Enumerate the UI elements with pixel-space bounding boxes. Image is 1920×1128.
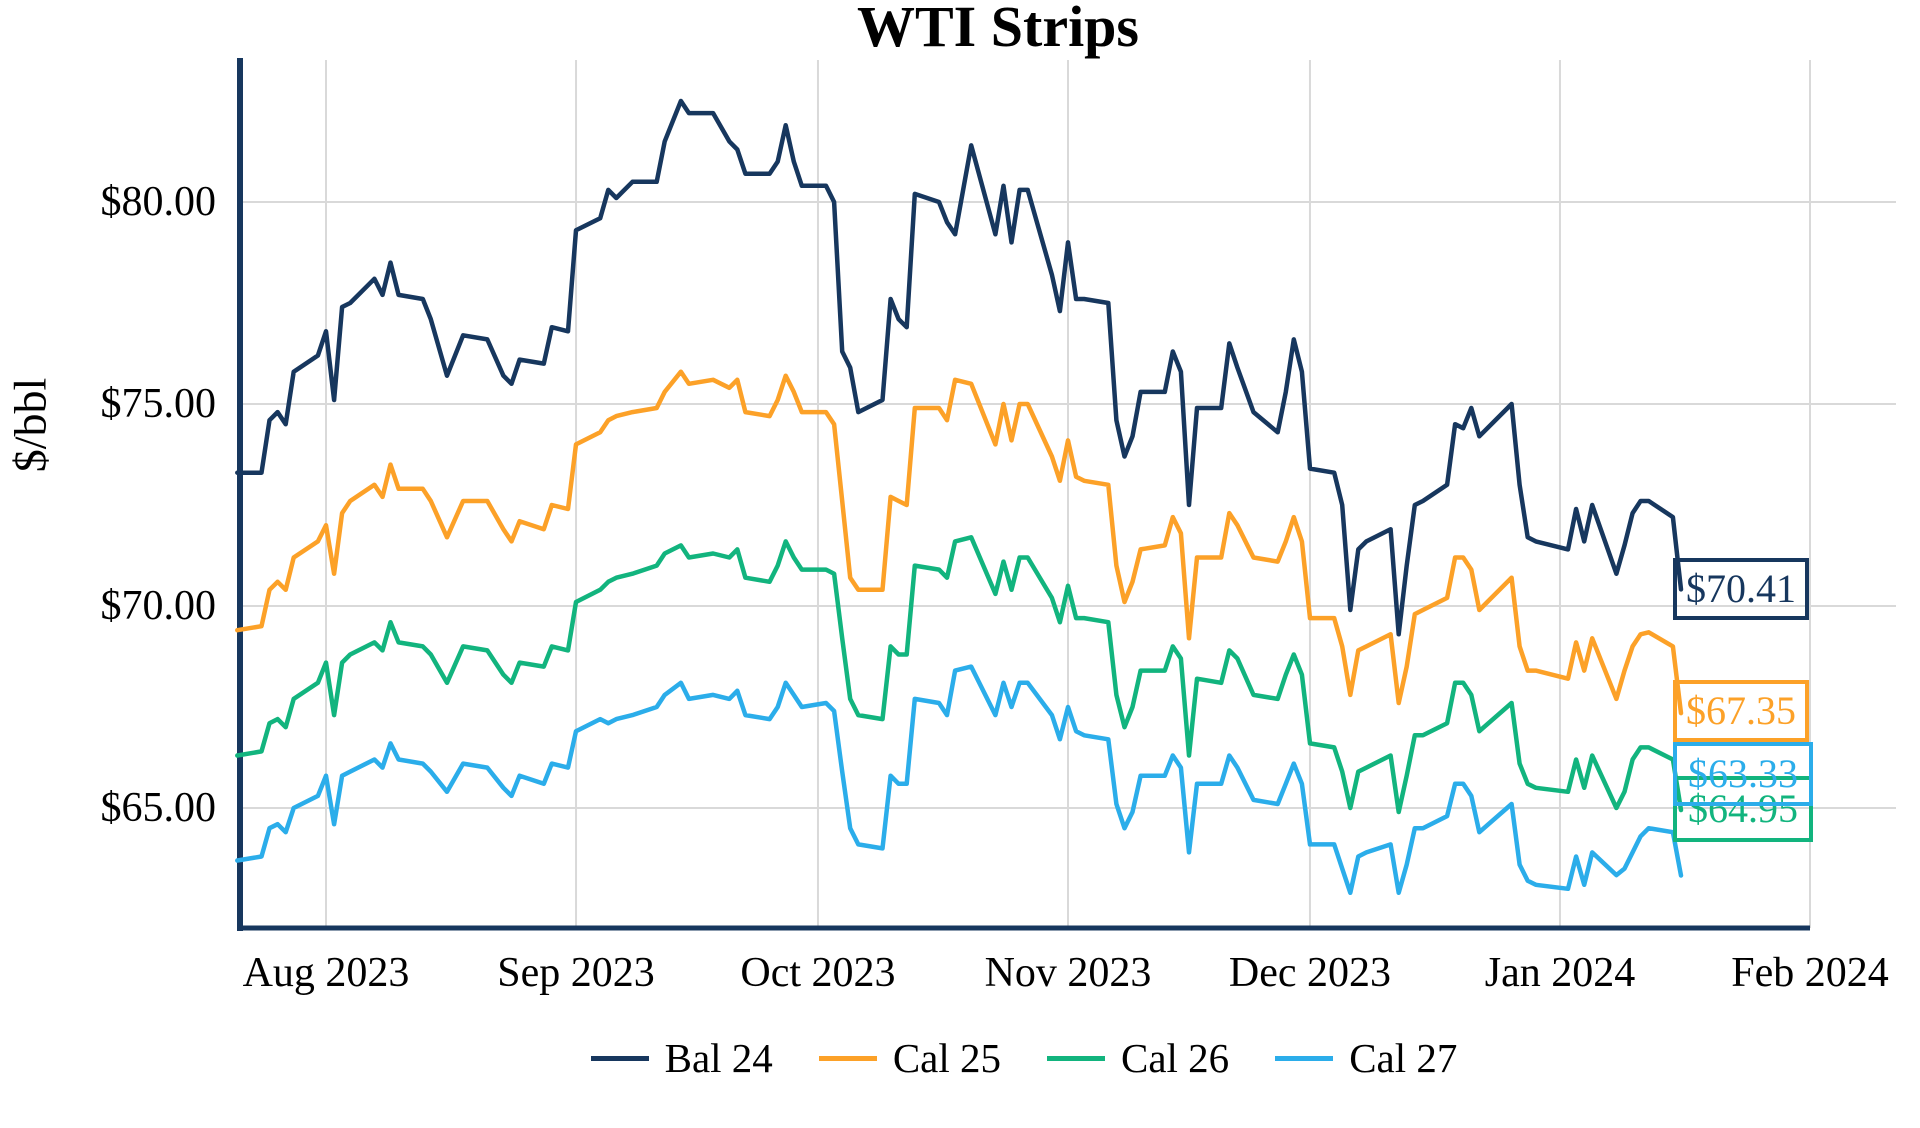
- x-tick-label: Jan 2024: [1484, 950, 1636, 996]
- end-label-cal25: $67.35: [1673, 680, 1809, 742]
- x-tick-label: Aug 2023: [242, 950, 410, 996]
- y-tick-label: $75.00: [100, 381, 217, 427]
- x-tick-label: Sep 2023: [497, 950, 655, 996]
- end-label-bal24: $70.41: [1673, 558, 1809, 620]
- series-line-cal25: [235, 369, 1684, 716]
- legend-swatch-cal27: [1275, 1056, 1334, 1061]
- legend: Bal 24 Cal 25 Cal 26 Cal 27: [238, 1038, 1810, 1079]
- legend-item-bal24: Bal 24: [590, 1035, 773, 1081]
- legend-item-cal26: Cal 26: [1047, 1038, 1229, 1079]
- legend-label-bal24: Bal 24: [664, 1035, 773, 1081]
- x-tick-label: Feb 2024: [1731, 950, 1889, 996]
- y-tick-label: $65.00: [100, 785, 217, 831]
- legend-item-cal25: Cal 25: [818, 1035, 1001, 1081]
- y-tick-label: $80.00: [100, 179, 217, 225]
- legend-label-cal25: Cal 25: [892, 1035, 1001, 1081]
- series-line-cal27: [235, 664, 1684, 896]
- end-label-cal27: $63.33: [1673, 742, 1813, 806]
- legend-swatch-bal24: [590, 1056, 649, 1061]
- legend-label-cal27: Cal 27: [1349, 1035, 1458, 1081]
- x-tick-label: Dec 2023: [1228, 950, 1392, 996]
- series-line-cal26: [235, 535, 1684, 815]
- y-tick-label: $70.00: [100, 583, 217, 629]
- x-tick-label: Oct 2023: [740, 950, 896, 996]
- legend-label-cal26: Cal 26: [1121, 1035, 1230, 1081]
- series-line-bal24: [235, 98, 1684, 637]
- legend-swatch-cal25: [818, 1056, 877, 1061]
- legend-swatch-cal26: [1047, 1056, 1105, 1061]
- legend-item-cal27: Cal 27: [1275, 1038, 1457, 1079]
- x-tick-label: Nov 2023: [984, 950, 1152, 996]
- end-label-cal26: $64.95: [1673, 776, 1813, 842]
- chart-title: WTI Strips: [856, 0, 1140, 59]
